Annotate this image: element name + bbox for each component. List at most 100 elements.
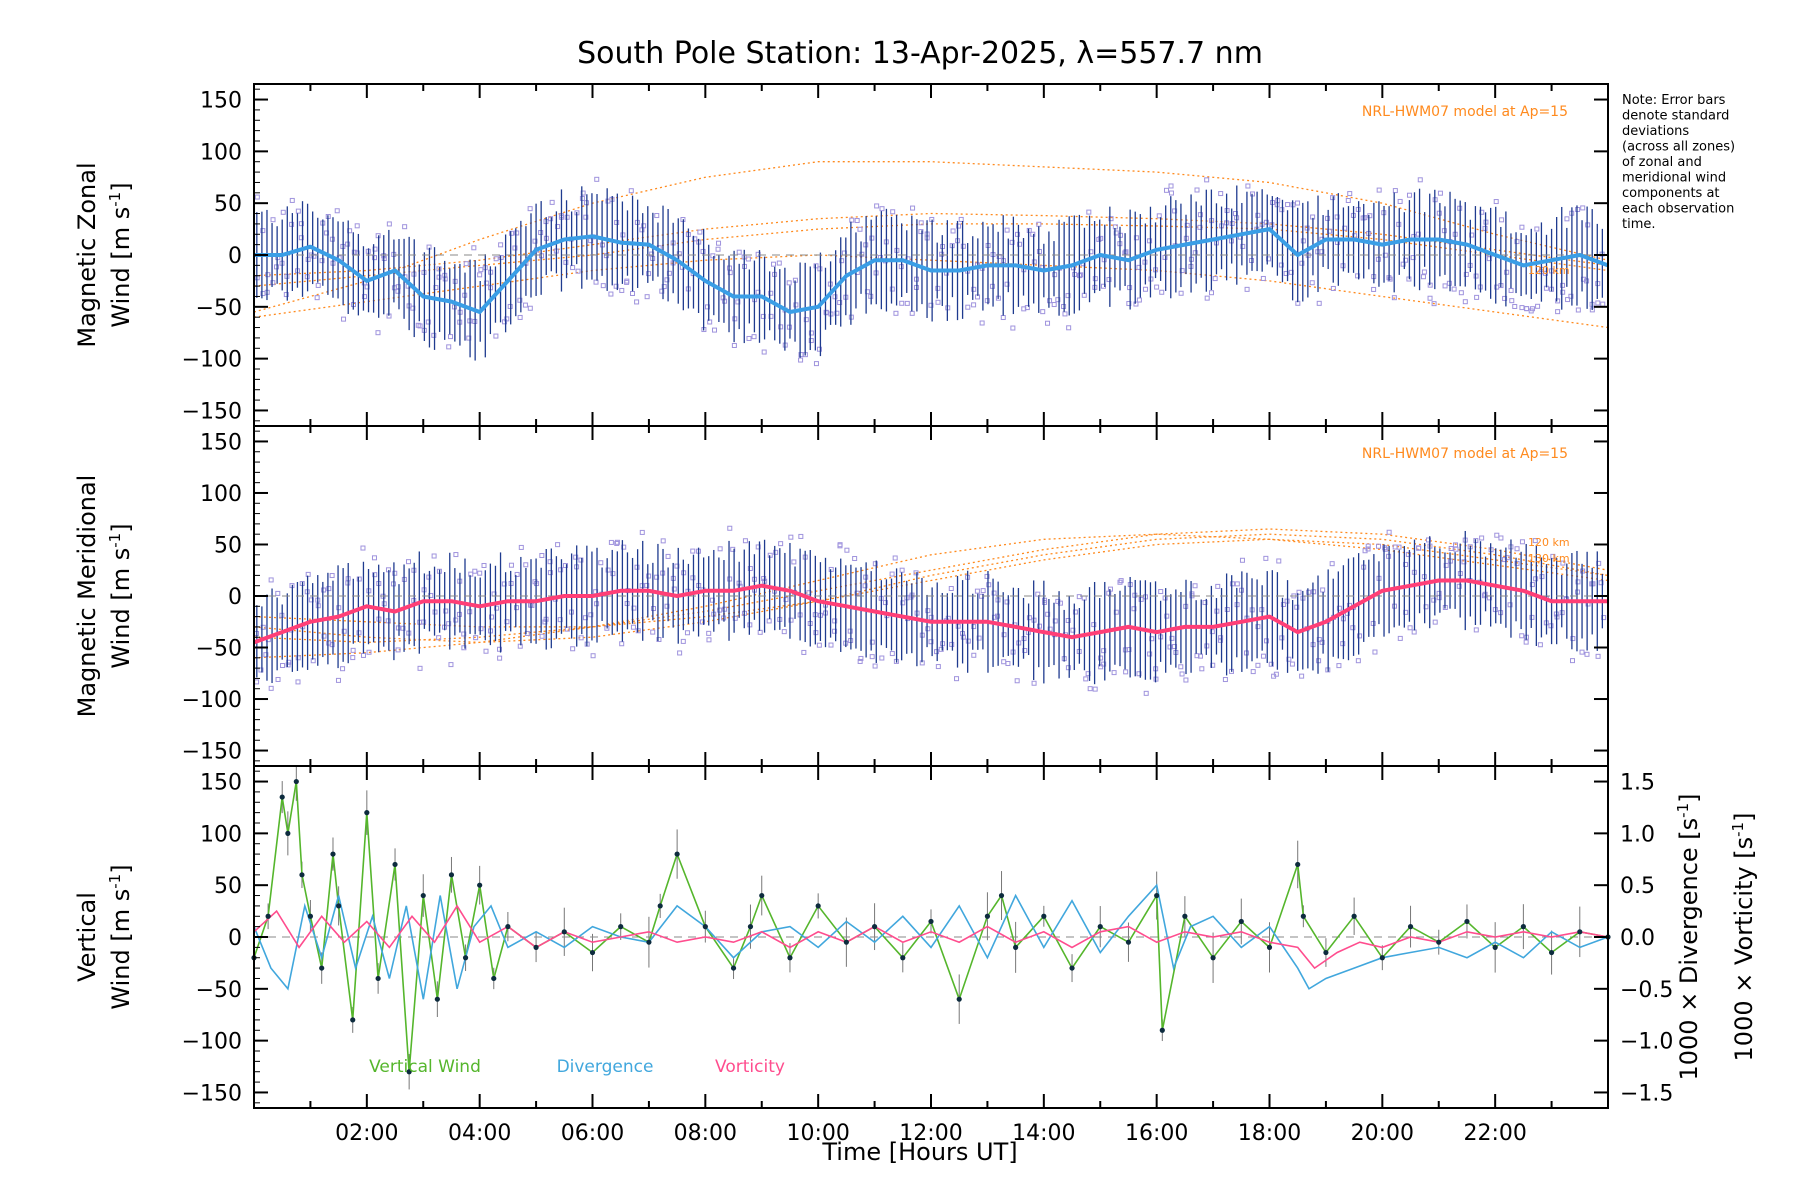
y-label-line1: Magnetic Meridional xyxy=(73,475,101,718)
scatter-point xyxy=(1212,276,1218,282)
scatter-point xyxy=(1306,589,1312,595)
scatter-point xyxy=(471,245,477,251)
scatter-point xyxy=(732,615,738,621)
scatter-point xyxy=(844,547,850,553)
scatter-point xyxy=(1347,191,1353,197)
scatter-point xyxy=(1362,215,1368,221)
scatter-point xyxy=(676,251,682,257)
scatter-point xyxy=(1156,213,1162,219)
scatter-point xyxy=(532,579,538,585)
scatter-point xyxy=(1083,676,1089,682)
scatter-point xyxy=(1299,673,1305,679)
scatter-point xyxy=(583,214,589,220)
scatter-point xyxy=(335,677,341,683)
scatter-point xyxy=(522,302,528,308)
scatter-point xyxy=(311,253,317,259)
scatter-point xyxy=(448,662,454,668)
scatter-point xyxy=(405,559,411,565)
scatter-point xyxy=(340,666,346,672)
scatter-point xyxy=(938,646,944,652)
scatter-point xyxy=(1218,635,1224,641)
scatter-point xyxy=(428,592,434,598)
scatter-point xyxy=(1004,281,1010,287)
y-tick-label: 150 xyxy=(200,771,242,796)
scatter-point xyxy=(1202,600,1208,606)
scatter-point xyxy=(497,655,503,661)
scatter-point xyxy=(1326,228,1332,234)
scatter-point xyxy=(1392,188,1398,194)
scatter-point xyxy=(468,571,474,577)
scatter-point xyxy=(716,240,722,246)
scatter-point xyxy=(631,605,637,611)
scatter-point xyxy=(1601,615,1607,621)
scatter-point xyxy=(816,346,822,352)
scatter-point xyxy=(677,650,683,656)
scatter-point xyxy=(372,255,378,261)
scatter-point xyxy=(684,630,690,636)
scatter-point xyxy=(508,562,514,568)
scatter-point xyxy=(828,642,834,648)
scatter-point xyxy=(837,543,843,549)
scatter-point xyxy=(1479,209,1485,215)
scatter-point xyxy=(1509,298,1515,304)
y2-tick-label: −1.0 xyxy=(1620,1030,1673,1055)
scatter-point xyxy=(1400,261,1406,267)
scatter-point xyxy=(1017,241,1023,247)
scatter-point xyxy=(321,633,327,639)
scatter-point xyxy=(816,642,822,648)
scatter-point xyxy=(1123,669,1129,675)
y-label-line1: Magnetic Zonal xyxy=(73,162,101,347)
scatter-point xyxy=(798,357,804,363)
scatter-point xyxy=(971,652,977,658)
scatter-point xyxy=(600,283,606,289)
scatter-point xyxy=(1210,662,1216,668)
scatter-point xyxy=(974,588,980,594)
scatter-point xyxy=(493,333,499,339)
y2-tick-label: 1.5 xyxy=(1620,771,1655,796)
scatter-point xyxy=(971,302,977,308)
scatter-point xyxy=(879,206,885,212)
scatter-point xyxy=(514,230,520,236)
scatter-point xyxy=(619,641,625,647)
x-axis-label: Time [Hours UT] xyxy=(821,1138,1017,1166)
scatter-point xyxy=(854,590,860,596)
scatter-point xyxy=(575,268,581,274)
scatter-point xyxy=(548,216,554,222)
y-label-superscript: -1 xyxy=(106,874,124,889)
x-tick-label: 18:00 xyxy=(1238,1121,1301,1146)
series-line-vorticity xyxy=(253,904,1609,970)
scatter-point xyxy=(1493,199,1499,205)
scatter-point xyxy=(1514,560,1520,566)
scatter-point xyxy=(707,319,713,325)
scatter-point xyxy=(706,630,712,636)
scatter-point xyxy=(813,263,819,269)
scatter-point xyxy=(761,349,767,355)
scatter-point xyxy=(446,621,452,627)
scatter-point xyxy=(517,314,523,320)
scatter-point xyxy=(1255,212,1261,218)
scatter-point xyxy=(1474,294,1480,300)
y2-tick-label: −0.5 xyxy=(1620,978,1673,1003)
scatter-point xyxy=(289,221,295,227)
scatter-point xyxy=(270,280,276,286)
scatter-point xyxy=(1052,618,1058,624)
scatter-point xyxy=(473,635,479,641)
scatter-point xyxy=(614,540,620,546)
scatter-point xyxy=(1273,671,1279,677)
scatter-point xyxy=(1427,295,1433,301)
scatter-point xyxy=(630,290,636,296)
scatter-point xyxy=(1372,649,1378,655)
scatter-point xyxy=(1245,183,1251,189)
vertical-point xyxy=(984,913,991,919)
scatter-point xyxy=(1560,560,1566,566)
scatter-point xyxy=(1117,579,1123,585)
scatter-point xyxy=(746,335,752,341)
y-tick-label: 100 xyxy=(200,482,242,507)
scatter-point xyxy=(644,582,650,588)
scatter-point xyxy=(1550,553,1556,559)
scatter-point xyxy=(646,271,652,277)
scatter-point xyxy=(1087,686,1093,692)
scatter-point xyxy=(1461,559,1467,565)
scatter-point xyxy=(996,253,1002,259)
